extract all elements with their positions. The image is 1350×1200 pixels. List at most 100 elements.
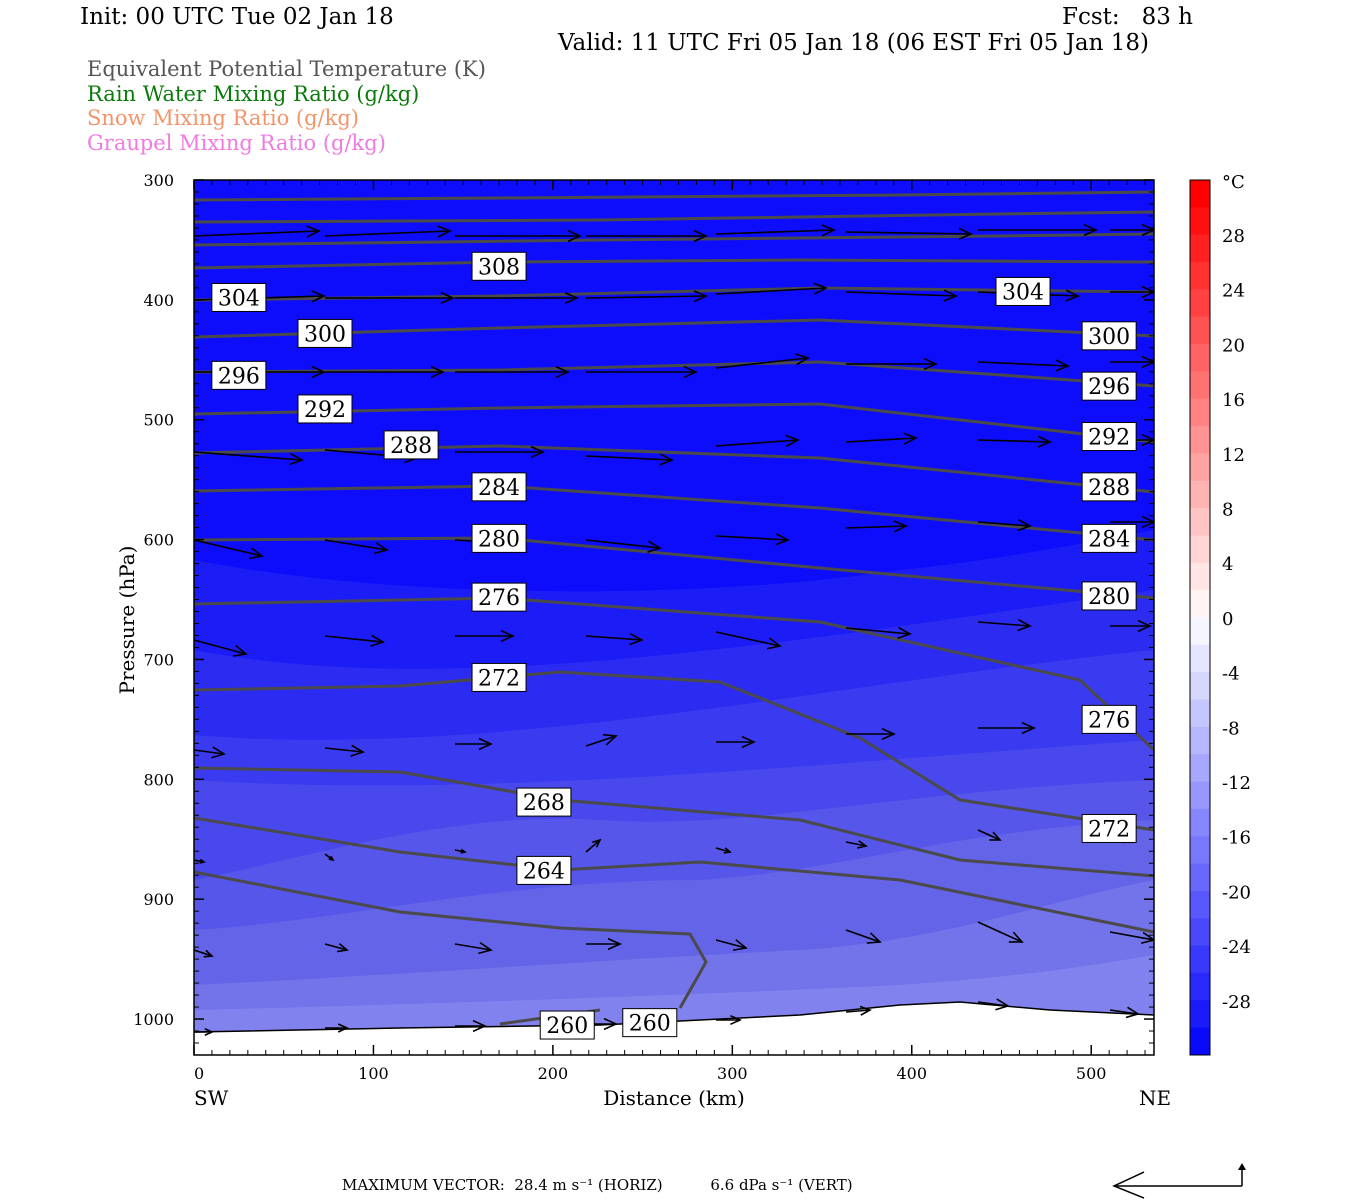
wind-vector — [715, 533, 790, 546]
contour-label-text: 284 — [1088, 527, 1130, 552]
legend-label-graupel: Graupel Mixing Ratio (g/kg) — [87, 131, 386, 155]
wind-vector-head — [311, 365, 326, 379]
legend-label-theta-e: Equivalent Potential Temperature (K) — [87, 57, 486, 81]
colorbar-tick-label: -24 — [1222, 937, 1251, 958]
contour-label-box — [1081, 704, 1137, 734]
wind-vector — [978, 223, 1098, 237]
wind-vector-shaft — [194, 451, 303, 461]
wind-vector-shaft — [585, 295, 707, 299]
wind-vector-head — [311, 290, 326, 303]
wind-vector — [585, 539, 662, 553]
colorbar-swatch — [1190, 344, 1210, 372]
contour-label-text: 272 — [1088, 817, 1130, 842]
contour-label: 288 — [1081, 472, 1137, 502]
wind-vector-head — [943, 289, 958, 302]
wind-vector — [845, 227, 973, 240]
legend-theta-e: Equivalent Potential Temperature (K) — [87, 57, 486, 81]
wind-vector — [715, 434, 800, 447]
colorbar-swatch — [1190, 207, 1210, 236]
colorbar-tick-label: -28 — [1222, 992, 1251, 1013]
wind-vector-shaft — [194, 639, 247, 655]
wind-vector-head — [958, 227, 973, 240]
axes: 300 400 500 600 700 800 900 1000 0 100 200 300 400 50… — [133, 171, 1155, 1083]
wind-vector — [586, 229, 708, 243]
contour-label-text: 308 — [478, 255, 520, 280]
wind-vector — [1110, 285, 1154, 299]
wind-vector-head — [693, 290, 708, 303]
wind-vector-head — [1141, 931, 1154, 944]
wind-vector-head — [440, 291, 455, 305]
sw-label: SW — [194, 1086, 229, 1110]
wind-vector — [715, 847, 732, 854]
wind-vector-head — [923, 357, 938, 371]
wind-vector-shaft — [715, 939, 747, 949]
contour-label-box — [211, 282, 267, 312]
wind-vector-head — [350, 744, 365, 757]
wind-vector-shaft — [1109, 931, 1154, 941]
contour-label-box — [471, 472, 527, 502]
legend-label-rain: Rain Water Mixing Ratio (g/kg) — [87, 82, 420, 106]
wind-vector-shaft — [585, 839, 601, 853]
colorbar-tick-label: 28 — [1222, 226, 1245, 247]
colorbar-tick-label: -8 — [1222, 718, 1240, 739]
theta-e-contour — [194, 360, 1154, 388]
wind-vector — [977, 518, 1032, 532]
wind-vector-shaft — [845, 231, 972, 235]
wind-vector-head — [248, 547, 264, 560]
wind-vector — [455, 1019, 487, 1033]
wind-vector-head — [1008, 931, 1024, 943]
wind-vector — [324, 853, 335, 862]
contour-label: 292 — [297, 394, 353, 424]
wind-vector-head — [437, 225, 452, 238]
x-tick-label: 200 — [538, 1064, 569, 1083]
wind-vector-shaft — [845, 1009, 871, 1013]
colorbar-swatch — [1190, 617, 1210, 646]
contour-label-box — [471, 251, 527, 281]
colorbar-tick-label: 16 — [1222, 390, 1245, 411]
wind-vector-head — [530, 445, 545, 459]
wind-vector — [978, 721, 1036, 735]
wind-vector-shaft — [715, 847, 731, 853]
wind-vector-head — [1055, 359, 1070, 372]
wind-vector-head — [730, 1014, 742, 1026]
temperature-fill — [194, 180, 1154, 1055]
colorbar-swatch — [1190, 535, 1210, 564]
wind-vector-head — [903, 432, 918, 445]
contour-label-box — [297, 394, 353, 424]
wind-vector — [715, 224, 836, 237]
wind-vector-shaft — [715, 535, 789, 541]
wind-vector — [325, 291, 455, 305]
wind-vector-head — [1141, 515, 1154, 529]
theta-e-contour — [194, 870, 708, 1009]
wind-vector — [585, 290, 708, 303]
wind-vector — [194, 746, 226, 759]
y-tick-label: 300 — [143, 171, 174, 190]
contour-label-text: 292 — [1088, 426, 1130, 451]
wind-vector-head — [204, 1028, 214, 1036]
contour-label-text: 300 — [304, 322, 346, 347]
contour-label-text: 280 — [1088, 585, 1130, 610]
colorbar-unit: °C — [1222, 172, 1245, 193]
wind-vector — [324, 634, 385, 647]
colorbar-swatch — [1190, 562, 1210, 591]
contour-label-box — [1081, 581, 1137, 611]
wind-vector-shaft — [585, 735, 617, 747]
wind-vector — [845, 626, 912, 640]
wind-vector-shaft — [977, 439, 1051, 443]
contour-label-box — [211, 360, 267, 390]
contour-label-box — [516, 855, 572, 885]
contour-label-box — [383, 430, 439, 460]
wind-vector — [455, 737, 493, 751]
y-axis-title: Pressure (hPa) — [115, 546, 139, 695]
y-tick-label: 500 — [143, 411, 174, 430]
wind-vector-shaft — [977, 521, 1031, 527]
wind-vector-head — [1141, 285, 1154, 299]
wind-vector — [716, 735, 756, 749]
colorbar-swatch — [1190, 972, 1210, 1001]
wind-vector-head — [881, 727, 896, 741]
wind-vector — [977, 829, 1002, 841]
colorbar-swatch — [1190, 754, 1210, 783]
legend-graupel: Graupel Mixing Ratio (g/kg) — [87, 131, 386, 155]
x-axis-title: Distance (km) — [603, 1086, 745, 1110]
colorbar-swatch — [1190, 398, 1210, 427]
